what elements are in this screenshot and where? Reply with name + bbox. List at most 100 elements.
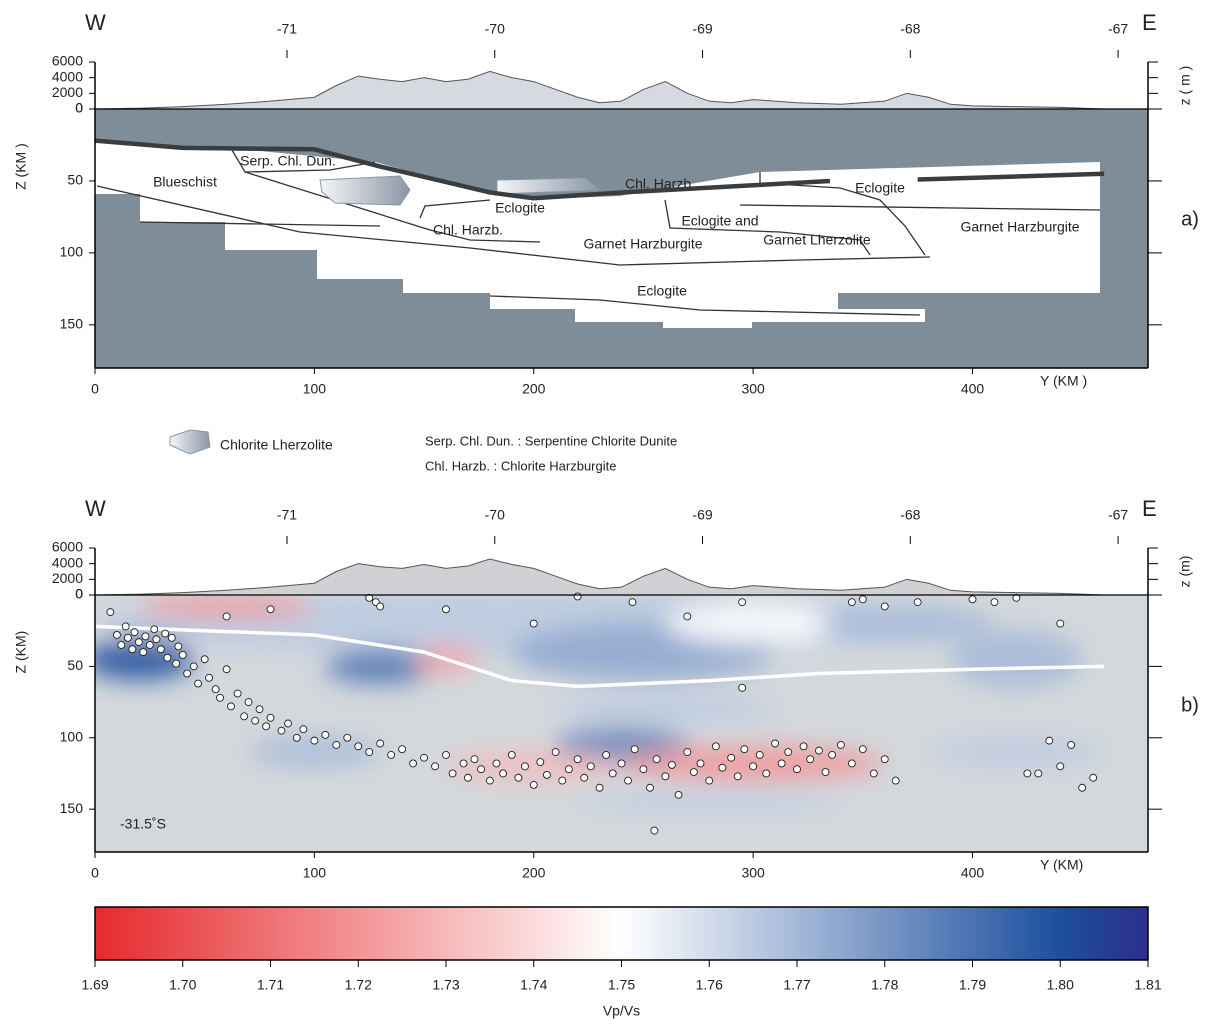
legend-swatch xyxy=(169,429,211,455)
unit-boundary xyxy=(759,172,926,256)
unit-boundary xyxy=(231,149,541,243)
earthquake xyxy=(156,645,165,654)
earthquake xyxy=(1034,769,1043,778)
earthquake xyxy=(233,689,242,698)
earthquake xyxy=(492,759,501,768)
earthquake xyxy=(828,750,837,759)
earthquake xyxy=(354,742,363,751)
unit-label: Garnet Harzburgite xyxy=(960,219,1079,235)
earthquake xyxy=(847,759,856,768)
earthquake xyxy=(624,776,633,785)
slab-top xyxy=(917,171,1105,182)
earthquake xyxy=(310,736,319,745)
earthquake xyxy=(409,759,418,768)
earthquake xyxy=(376,739,385,748)
earthquake xyxy=(365,748,374,757)
lon-tick-label: -69 xyxy=(692,507,712,523)
east-label: E xyxy=(1142,10,1157,35)
earthquake xyxy=(529,619,538,628)
x-tick-label: 300 xyxy=(741,865,765,881)
earthquake xyxy=(183,669,192,678)
earthquake xyxy=(174,642,183,651)
x-axis-title: Y (KM ) xyxy=(1040,373,1087,389)
earthquake xyxy=(771,739,780,748)
legend: Chlorite Lherzolite Serp. Chl. Dun. : Se… xyxy=(169,429,677,473)
earthquake xyxy=(762,769,771,778)
earthquake xyxy=(1067,740,1076,749)
earthquake xyxy=(617,759,626,768)
earthquake xyxy=(689,768,698,776)
earthquake xyxy=(321,730,330,739)
colorbar-tick-label: 1.75 xyxy=(608,977,635,993)
annotation: -31.5˚S xyxy=(120,816,166,832)
earthquake xyxy=(573,592,582,601)
earthquake xyxy=(277,726,286,735)
topo-tick-label: 4000 xyxy=(52,68,83,84)
velocity-anomaly xyxy=(928,737,1105,767)
earthquake xyxy=(733,772,742,781)
west-label: W xyxy=(85,496,106,521)
legend-label: Chlorite Lherzolite xyxy=(220,437,333,453)
earthquake xyxy=(194,679,203,688)
unit-label: Garnet Lherzolite xyxy=(763,232,871,248)
velocity-anomaly xyxy=(818,606,995,641)
earthquake xyxy=(661,772,670,781)
earthquake xyxy=(683,748,692,757)
velocity-anomaly xyxy=(577,793,841,811)
topo-tick-label: 4000 xyxy=(52,554,83,570)
x-tick-label: 300 xyxy=(741,381,765,397)
earthquake xyxy=(711,742,720,751)
x-tick-label: 400 xyxy=(961,865,985,881)
earthquake xyxy=(106,608,115,617)
earthquake xyxy=(211,685,220,694)
earthquake xyxy=(529,780,538,789)
colorbar-tick-label: 1.71 xyxy=(257,977,284,993)
topo-tick-label: 0 xyxy=(75,586,83,602)
earthquake xyxy=(130,628,139,637)
earthquake xyxy=(628,598,637,607)
earthquake xyxy=(806,755,815,764)
colorbar-tick-label: 1.69 xyxy=(81,977,108,993)
earthquake xyxy=(683,612,692,621)
lon-tick-label: -68 xyxy=(900,507,920,523)
slab-top xyxy=(94,624,1105,689)
colorbar-title: Vp/Vs xyxy=(603,1003,640,1019)
earthquake xyxy=(836,740,845,749)
unit-label: Eclogite xyxy=(495,200,545,216)
earthquake xyxy=(112,631,121,639)
topo-tick-label: 2000 xyxy=(52,84,83,100)
earthquake xyxy=(448,769,457,778)
earthquake xyxy=(161,629,170,638)
lon-tick-label: -67 xyxy=(1108,21,1128,37)
earthquake xyxy=(189,662,198,671)
earthquake xyxy=(1056,619,1065,628)
earthquake xyxy=(1012,593,1021,602)
lon-tick-label: -67 xyxy=(1108,507,1128,523)
earthquake xyxy=(222,612,231,621)
unit-label: Garnet Harzburgite xyxy=(583,236,702,252)
earthquake xyxy=(650,826,659,835)
colorbar-tick-label: 1.72 xyxy=(345,977,372,993)
earthquake xyxy=(738,598,747,607)
topo-tick-label: 6000 xyxy=(52,539,83,555)
earthquake xyxy=(463,773,472,782)
velocity-anomaly xyxy=(248,737,381,767)
earthquake xyxy=(123,633,132,642)
earthquake xyxy=(150,625,159,634)
earthquake xyxy=(266,713,275,722)
west-label: W xyxy=(85,10,106,35)
colorbar-tick-label: 1.78 xyxy=(871,977,898,993)
earthquake xyxy=(514,773,523,782)
earthquake xyxy=(595,783,604,792)
x-tick-label: 400 xyxy=(961,381,985,397)
colorbar-tick-label: 1.80 xyxy=(1047,977,1074,993)
topo-tick-label: 2000 xyxy=(52,570,83,586)
earthquake xyxy=(216,693,224,702)
y-tick-label: 150 xyxy=(60,800,84,816)
lon-tick-label: -71 xyxy=(277,507,297,523)
earthquake xyxy=(755,750,764,759)
earthquake xyxy=(200,655,209,664)
colorbar xyxy=(94,906,1149,961)
earthquake xyxy=(793,765,801,774)
